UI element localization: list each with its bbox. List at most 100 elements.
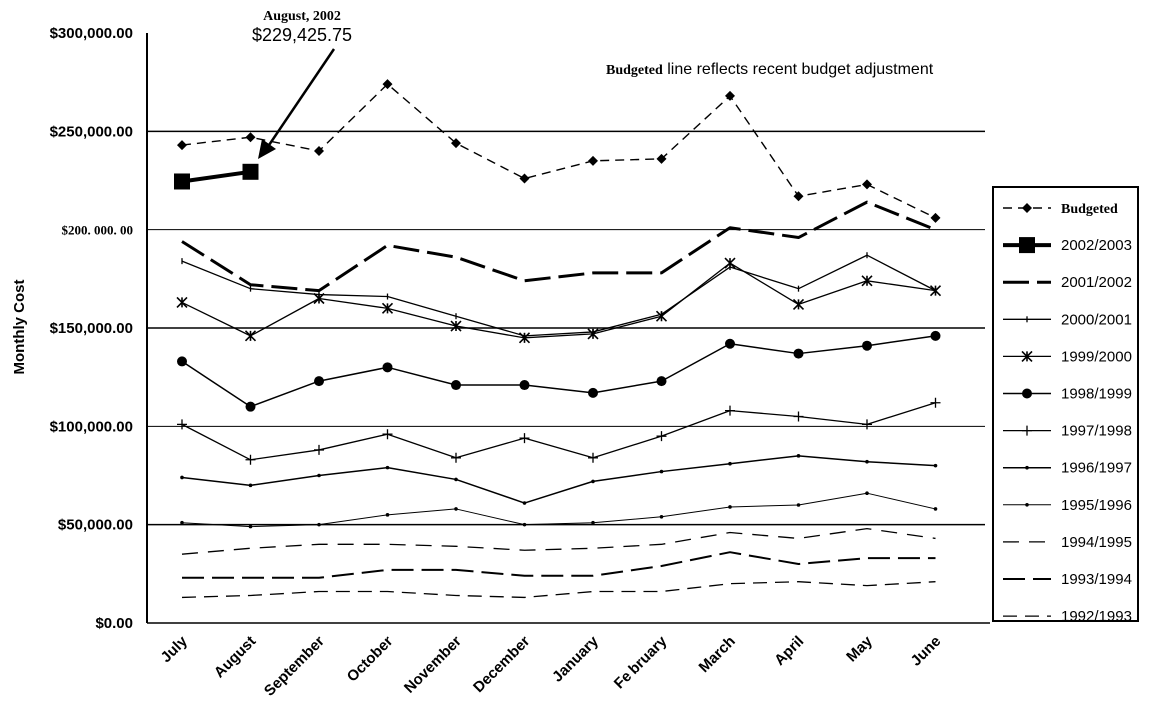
legend-item-2002-2003: 2002/2003 [1003, 237, 1132, 254]
series-line [181, 83, 936, 219]
data-point [519, 380, 530, 391]
data-point [656, 431, 667, 442]
legend-label: 1995/1996 [1061, 497, 1132, 514]
legend-item-budgeted: Budgeted [1003, 202, 1118, 217]
data-point [930, 397, 941, 408]
data-point [862, 340, 872, 351]
data-point [385, 465, 390, 470]
data-point [865, 459, 869, 464]
data-point [725, 90, 735, 101]
legend-label: 1998/1999 [1061, 386, 1132, 403]
data-point [451, 452, 461, 463]
series-line [181, 492, 936, 528]
annotation-title: August, 2002 [263, 9, 341, 24]
x-tick-label: November [401, 633, 465, 697]
annotation-value: $229,425.75 [252, 25, 352, 45]
legend-item-1993-1994: 1993/1994 [1003, 571, 1132, 588]
series-1993-1994 [182, 551, 936, 579]
legend-label: 1996/1997 [1061, 460, 1132, 477]
data-point [796, 454, 801, 458]
data-point [177, 419, 187, 430]
legend-item-1992-1993: 1992/1993 [1003, 608, 1132, 625]
data-point [728, 505, 732, 509]
data-point [382, 362, 393, 373]
series-line [181, 402, 936, 461]
x-tick-label: October [344, 633, 397, 686]
data-point [793, 191, 804, 202]
data-point [591, 520, 595, 525]
legend-item-1995-1996: 1995/1996 [1003, 497, 1132, 514]
legend-item-1997-1998: 1997/1998 [1003, 423, 1132, 440]
data-point [382, 79, 393, 90]
data-point [385, 513, 390, 517]
data-point [522, 522, 527, 527]
data-point [180, 520, 184, 525]
data-point [793, 411, 804, 422]
data-point [451, 138, 461, 149]
legend-swatch-marker [1022, 425, 1032, 436]
x-tick-label: December [470, 633, 533, 696]
data-point [519, 433, 530, 444]
x-tick-label: March [696, 633, 739, 676]
data-point [725, 405, 735, 416]
data-point [865, 491, 869, 496]
series-2002-2003 [174, 163, 259, 190]
annotation-arrow [263, 48, 336, 152]
series-1995-1996 [180, 491, 938, 529]
data-point [933, 507, 938, 511]
y-tick-label: $150,000.00 [50, 320, 133, 337]
annotation-arrowhead [258, 139, 276, 159]
data-point [248, 524, 253, 529]
x-tick-label: August [211, 633, 260, 682]
legend-swatch-marker [1025, 465, 1029, 470]
data-point [728, 461, 732, 466]
series-1992-1993 [181, 581, 936, 599]
legend-item-1998-1999: 1998/1999 [1003, 386, 1132, 403]
y-tick-label: $300,000.00 [50, 25, 133, 42]
x-tick-label: January [549, 632, 602, 685]
series-line [181, 581, 936, 599]
legend-label: Budgeted [1061, 202, 1118, 217]
data-point [382, 429, 393, 440]
data-point [591, 479, 595, 484]
data-point [655, 310, 668, 322]
y-tick-labels: $0.00 $50,000.00 $100,000.00 $150,000.00 $20… [50, 25, 133, 632]
legend-swatch-marker [1022, 203, 1032, 213]
series-line [181, 262, 936, 339]
data-point [659, 515, 664, 519]
y-tick-label: $100,000.00 [50, 418, 133, 435]
data-point [451, 380, 461, 391]
x-tick-label: September [261, 633, 328, 700]
data-point [242, 163, 259, 180]
data-point [317, 522, 321, 527]
data-point [659, 469, 664, 474]
series-1997-1998 [177, 397, 941, 465]
data-point [862, 419, 872, 430]
x-tick-label: Fe bruary [611, 632, 671, 692]
data-point [174, 173, 190, 190]
legend-item-2001-2002: 2001/2002 [1003, 274, 1132, 291]
legend-item-2000-2001: 2000/2001 [1003, 311, 1132, 328]
legend-item-1996-1997: 1996/1997 [1003, 460, 1132, 477]
series-2001-2002 [181, 200, 937, 293]
legend-item-1999-2000: 1999/2000 [1003, 348, 1132, 365]
budget-note-strong: Budgeted [606, 63, 663, 78]
series-budgeted [177, 79, 941, 223]
legend-label: 2000/2001 [1061, 311, 1132, 328]
data-point [861, 275, 873, 287]
legend-label: 2001/2002 [1061, 274, 1132, 291]
data-point [588, 387, 598, 398]
y-tick-label: $50,000.00 [58, 517, 133, 534]
data-point [245, 401, 256, 412]
x-tick-labels: July August September October November Decemb… [158, 632, 945, 699]
y-axis-label: Monthly Cost [11, 280, 28, 375]
legend-label: 1999/2000 [1061, 348, 1132, 365]
axes [146, 33, 990, 624]
series-line [182, 551, 936, 579]
legend-label: 1993/1994 [1061, 571, 1132, 588]
series-line [181, 200, 937, 293]
x-tick-label: May [843, 632, 876, 665]
series-1998-1999 [177, 330, 941, 412]
legend-label: 1994/1995 [1061, 534, 1132, 551]
data-point [248, 483, 253, 488]
